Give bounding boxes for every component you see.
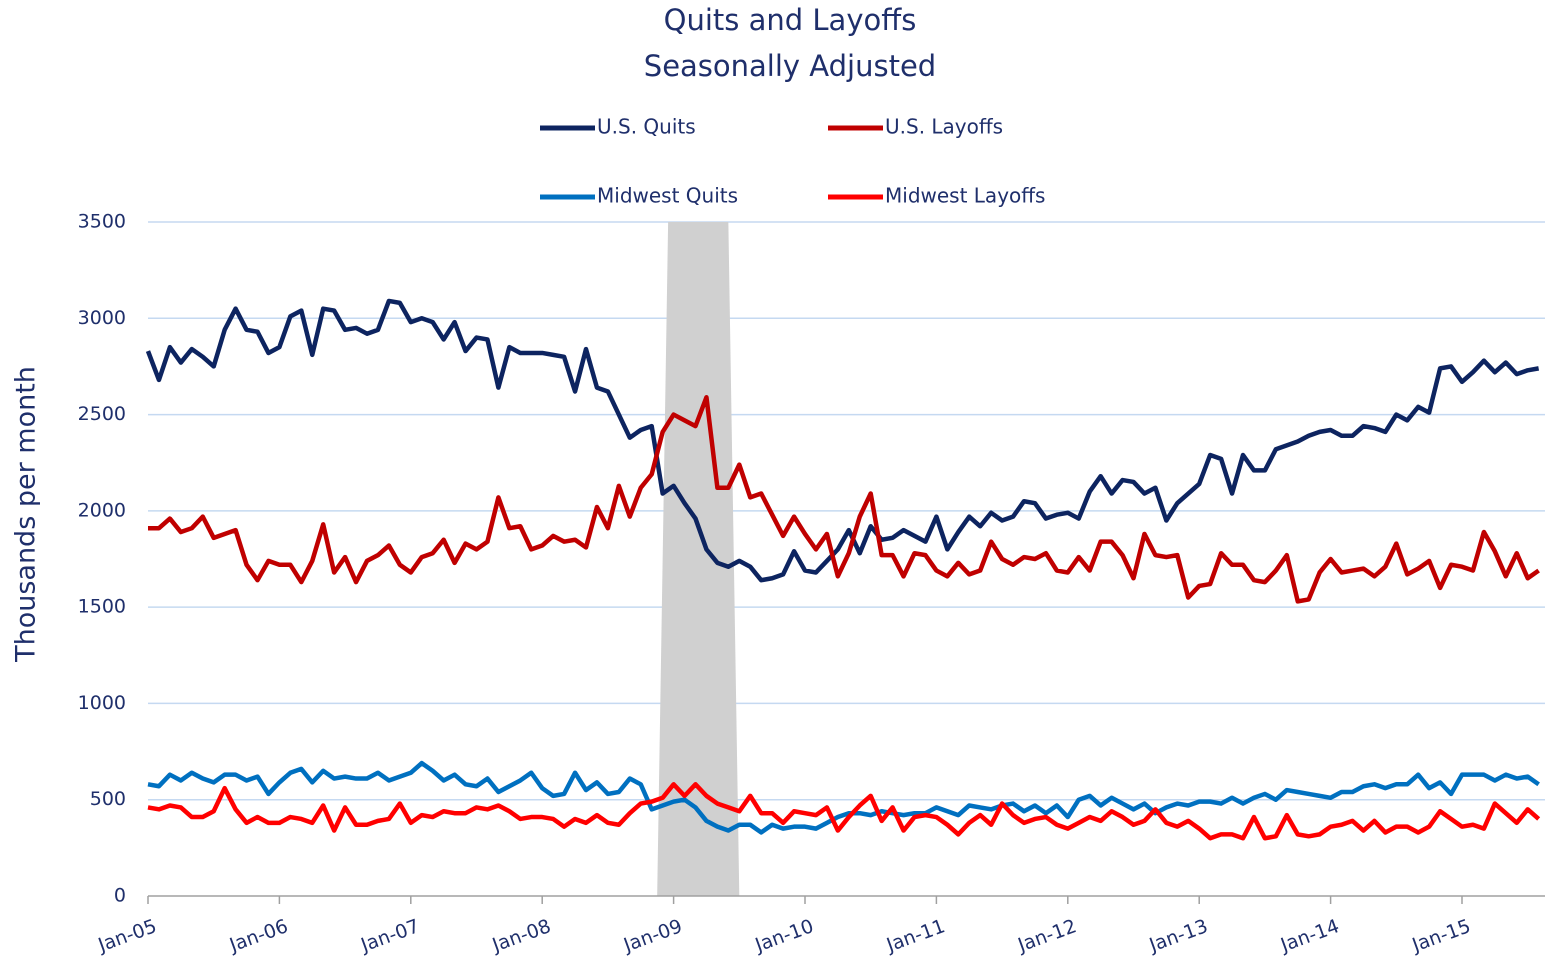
y-tick-label: 1000 xyxy=(78,692,126,714)
y-axis-label: Thousands per month xyxy=(11,366,42,663)
y-tick-label: 2500 xyxy=(78,403,126,425)
y-tick-label: 2000 xyxy=(78,499,126,521)
legend-label: Midwest Quits xyxy=(597,184,738,208)
chart-title: Quits and Layoffs xyxy=(664,3,917,37)
x-tick-label: Jan-09 xyxy=(620,915,685,957)
x-tick-label: Jan-14 xyxy=(1277,915,1342,957)
chart-subtitle: Seasonally Adjusted xyxy=(644,49,936,83)
legend-label: U.S. Quits xyxy=(597,115,696,139)
series-line xyxy=(147,782,1541,841)
shaded-span xyxy=(657,222,740,896)
series-line xyxy=(145,298,1540,583)
y-tick-label: 500 xyxy=(90,788,126,810)
x-tick-label: Jan-13 xyxy=(1146,915,1211,957)
legend-label: Midwest Layoffs xyxy=(885,184,1045,208)
series-line xyxy=(148,394,1540,604)
x-tick-label: Jan-10 xyxy=(751,915,816,957)
legend-label: U.S. Layoffs xyxy=(885,115,1003,139)
x-tick-label: Jan-12 xyxy=(1014,915,1079,957)
series-line xyxy=(147,760,1540,835)
x-tick-label: Jan-07 xyxy=(357,915,422,957)
x-tick-label: Jan-11 xyxy=(883,915,948,957)
y-tick-label: 3500 xyxy=(78,211,126,233)
y-tick-label: 3000 xyxy=(78,307,126,329)
x-tick-label: Jan-06 xyxy=(226,915,291,957)
y-tick-label: 0 xyxy=(114,885,126,907)
x-tick-label: Jan-05 xyxy=(94,915,159,957)
x-tick-label: Jan-15 xyxy=(1408,915,1473,957)
y-tick-label: 1500 xyxy=(78,596,126,618)
x-tick-label: Jan-08 xyxy=(489,915,554,957)
